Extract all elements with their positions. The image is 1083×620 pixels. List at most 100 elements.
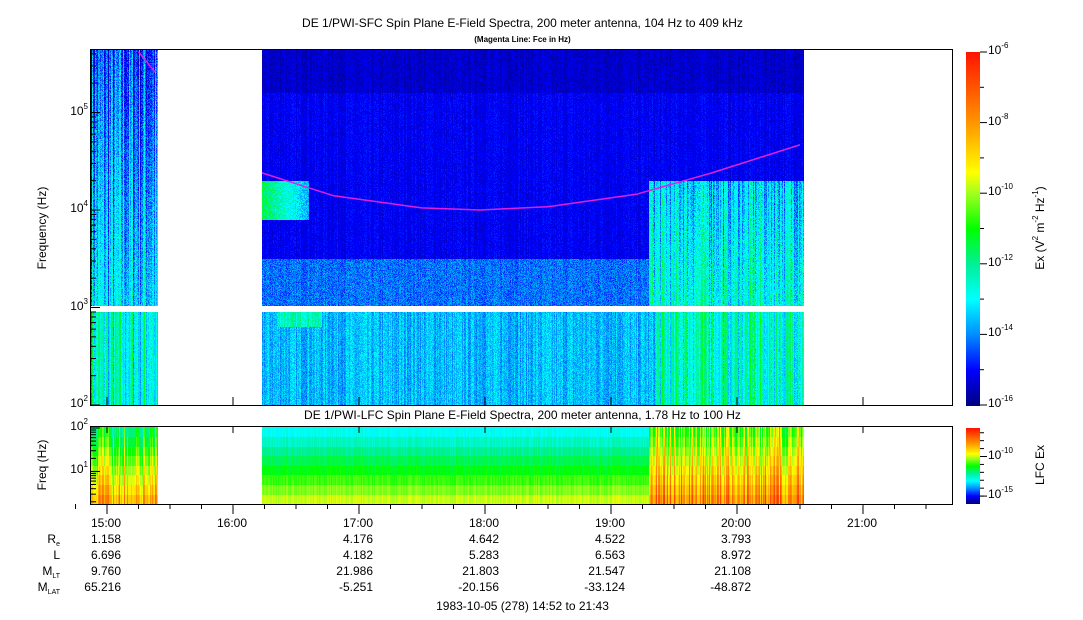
row-label-sub: LAT (47, 589, 60, 596)
tick-exp: -10 (1001, 445, 1013, 455)
tick-base: 10 (988, 43, 1002, 57)
colorbar-tick-label: 10-14 (988, 323, 1013, 340)
ephemeris-value: 21.108 (687, 564, 751, 578)
ephemeris-value-text: 21.547 (588, 564, 625, 578)
y-tick-label: 102 (40, 417, 88, 434)
date-range: 1983-10-05 (278) 14:52 to 21:43 (436, 599, 609, 613)
ephemeris-value-text: 21.803 (462, 564, 499, 578)
colorbar-tick-label: 10-15 (988, 485, 1013, 502)
lfc-title: DE 1/PWI-LFC Spin Plane E-Field Spectra,… (304, 408, 741, 422)
ephemeris-value: 8.972 (687, 548, 751, 562)
y-tick-label: 101 (40, 460, 88, 477)
tick-exp: 4 (83, 199, 88, 208)
tick-base: 10 (988, 325, 1002, 340)
x-tick-label: 16:00 (183, 516, 247, 530)
colorbar-tick-label: 10-10 (988, 445, 1013, 462)
ephemeris-value-text: 6.696 (90, 548, 121, 562)
ephemeris-value: 1.158 (57, 532, 121, 546)
ephemeris-row-label: L (0, 548, 60, 562)
ephemeris-value-text: 4.182 (342, 548, 373, 562)
tick-exp: -16 (1001, 394, 1013, 403)
ephemeris-value: -48.872 (687, 580, 751, 594)
ephemeris-value-text: 9.760 (90, 564, 121, 578)
colorbar-tick-label: 10-10 (988, 182, 1013, 199)
x-tick-text: 15:00 (90, 516, 121, 530)
ephemeris-row-label: MLAT (0, 580, 60, 596)
ephemeris-value-text: 4.522 (594, 532, 625, 546)
ephemeris-value-text: 21.986 (336, 564, 373, 578)
fce-line-segment (137, 51, 156, 73)
ephemeris-value: 6.696 (57, 548, 121, 562)
tick-base: 10 (70, 298, 84, 313)
row-label-sub: LT (52, 573, 60, 580)
ephemeris-value: 3.793 (687, 532, 751, 546)
ephemeris-value: -20.156 (435, 580, 499, 594)
fce-line-segment (261, 144, 801, 211)
x-tick-text: 20:00 (720, 516, 751, 530)
ephemeris-value-text: 4.176 (342, 532, 373, 546)
ephemeris-value: -5.251 (309, 580, 373, 594)
tick-base: 10 (70, 396, 84, 410)
colorbar-tick-label: 10-16 (988, 394, 1013, 411)
x-tick-text: 17:00 (342, 516, 373, 530)
tick-exp: -6 (1001, 41, 1009, 50)
ephemeris-value-text: 21.108 (714, 564, 751, 578)
ephemeris-value-text: 5.283 (468, 548, 499, 562)
ephemeris-value-text: 65.216 (84, 580, 121, 594)
ephemeris-value: 9.760 (57, 564, 121, 578)
y-tick-label: 102 (40, 394, 88, 411)
ephemeris-value: 21.986 (309, 564, 373, 578)
tick-base: 10 (988, 113, 1002, 128)
tick-base: 10 (70, 201, 84, 215)
tick-exp: 5 (83, 101, 88, 111)
tick-base: 10 (70, 103, 84, 118)
ephemeris-value-text: 8.972 (720, 548, 751, 562)
x-tick-label: 20:00 (687, 516, 751, 530)
ephemeris-value: 4.182 (309, 548, 373, 562)
x-tick-text: 19:00 (594, 516, 625, 530)
ephemeris-value: 5.283 (435, 548, 499, 562)
ephemeris-value: 21.803 (435, 564, 499, 578)
ephemeris-value: 4.642 (435, 532, 499, 546)
fce-line-layer (137, 51, 801, 211)
y-tick-label: 104 (40, 199, 88, 216)
tick-exp: 1 (83, 460, 88, 470)
x-tick-text: 21:00 (846, 516, 877, 530)
ephemeris-value: 4.176 (309, 532, 373, 546)
ephemeris-value-text: -33.124 (584, 580, 625, 594)
sfc-title: DE 1/PWI-SFC Spin Plane E-Field Spectra,… (302, 16, 743, 30)
ephemeris-value-text: -48.872 (710, 580, 751, 594)
sfc-spectrogram (91, 50, 952, 405)
tick-exp: 2 (83, 394, 88, 403)
x-tick-label: 17:00 (309, 516, 373, 530)
tick-exp: -15 (1001, 485, 1013, 495)
ephemeris-value: 65.216 (57, 580, 121, 594)
ephemeris-value-text: 4.642 (468, 532, 499, 546)
sfc-subtitle: (Magenta Line: Fce in Hz) (474, 35, 571, 44)
x-tick-text: 16:00 (216, 516, 247, 530)
ephemeris-value-text: -20.156 (458, 580, 499, 594)
tick-base: 10 (70, 419, 84, 433)
ephemeris-value: 21.547 (561, 564, 625, 578)
x-tick-label: 19:00 (561, 516, 625, 530)
y-tick-label: 103 (40, 297, 88, 313)
ephemeris-value-text: 1.158 (90, 532, 121, 546)
tick-exp: -10 (1001, 182, 1013, 192)
colorbar-tick-label: 10-6 (988, 41, 1009, 58)
tick-exp: -8 (1001, 111, 1009, 121)
ephemeris-value-text: 3.793 (720, 532, 751, 546)
ephemeris-row-label: MLT (0, 564, 60, 580)
x-tick-text: 18:00 (468, 516, 499, 530)
ephemeris-value-text: 6.563 (594, 548, 625, 562)
ephemeris-value: 6.563 (561, 548, 625, 562)
tick-base: 10 (988, 254, 1002, 269)
tick-base: 10 (988, 184, 1002, 199)
lfc-spectrogram (91, 427, 952, 504)
ephemeris-value: -33.124 (561, 580, 625, 594)
tick-exp: -14 (1001, 323, 1013, 333)
row-label-main: L (53, 548, 60, 562)
tick-exp: 2 (83, 417, 88, 426)
row-label-main: M (37, 580, 48, 594)
ephemeris-value-text: -5.251 (338, 580, 373, 594)
